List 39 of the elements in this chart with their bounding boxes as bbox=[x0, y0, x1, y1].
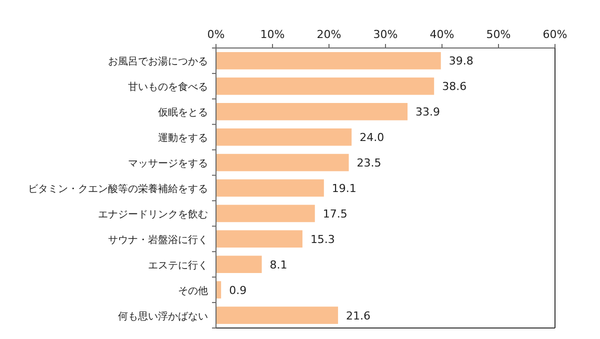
y-tick-label: 運動をする bbox=[158, 132, 208, 144]
y-tick-label: エステに行く bbox=[148, 260, 208, 272]
y-tick-label: ビタミン・クエン酸等の栄養補給をする bbox=[28, 183, 208, 195]
bar bbox=[216, 306, 338, 324]
bar bbox=[216, 52, 441, 70]
data-label: 21.6 bbox=[346, 309, 371, 322]
data-label: 15.3 bbox=[310, 232, 335, 246]
x-tick-label: 40% bbox=[430, 28, 454, 41]
data-label: 0.9 bbox=[229, 284, 247, 297]
bar bbox=[216, 256, 262, 274]
y-tick-label: お風呂でお湯につかる bbox=[108, 56, 208, 68]
y-tick-label: 仮眠をとる bbox=[158, 108, 208, 119]
data-label: 17.5 bbox=[322, 207, 348, 220]
bar bbox=[216, 204, 315, 222]
x-tick-label: 60% bbox=[542, 28, 568, 41]
bar bbox=[216, 128, 352, 146]
y-tick-label: マッサージをする bbox=[128, 158, 208, 170]
data-label: 38.6 bbox=[442, 80, 467, 94]
bar bbox=[216, 179, 324, 197]
bar bbox=[216, 154, 349, 172]
y-tick-label: エナジードリンクを飲む bbox=[98, 209, 208, 220]
bar bbox=[216, 230, 302, 248]
data-label: 8.1 bbox=[270, 258, 288, 272]
bar bbox=[216, 102, 408, 120]
data-label: 24.0 bbox=[360, 131, 384, 144]
x-tick-label: 50% bbox=[486, 28, 511, 41]
data-label: 23.5 bbox=[356, 156, 382, 170]
y-tick-label: 甘いものを食べる bbox=[128, 81, 208, 94]
x-tick-label: 30% bbox=[373, 28, 398, 41]
data-label: 19.1 bbox=[332, 182, 356, 195]
bar bbox=[216, 78, 434, 95]
y-tick-label: 何も思い浮かばない bbox=[118, 310, 208, 322]
y-tick-label: サウナ・岩盤浴に行く bbox=[108, 234, 208, 246]
data-label: 39.8 bbox=[448, 54, 474, 68]
y-tick-label: その他 bbox=[178, 284, 208, 297]
data-label: 33.9 bbox=[416, 106, 440, 119]
x-tick-label: 20% bbox=[316, 28, 342, 41]
x-tick-label: 10% bbox=[260, 28, 285, 41]
x-tick-label: 0% bbox=[207, 28, 225, 41]
